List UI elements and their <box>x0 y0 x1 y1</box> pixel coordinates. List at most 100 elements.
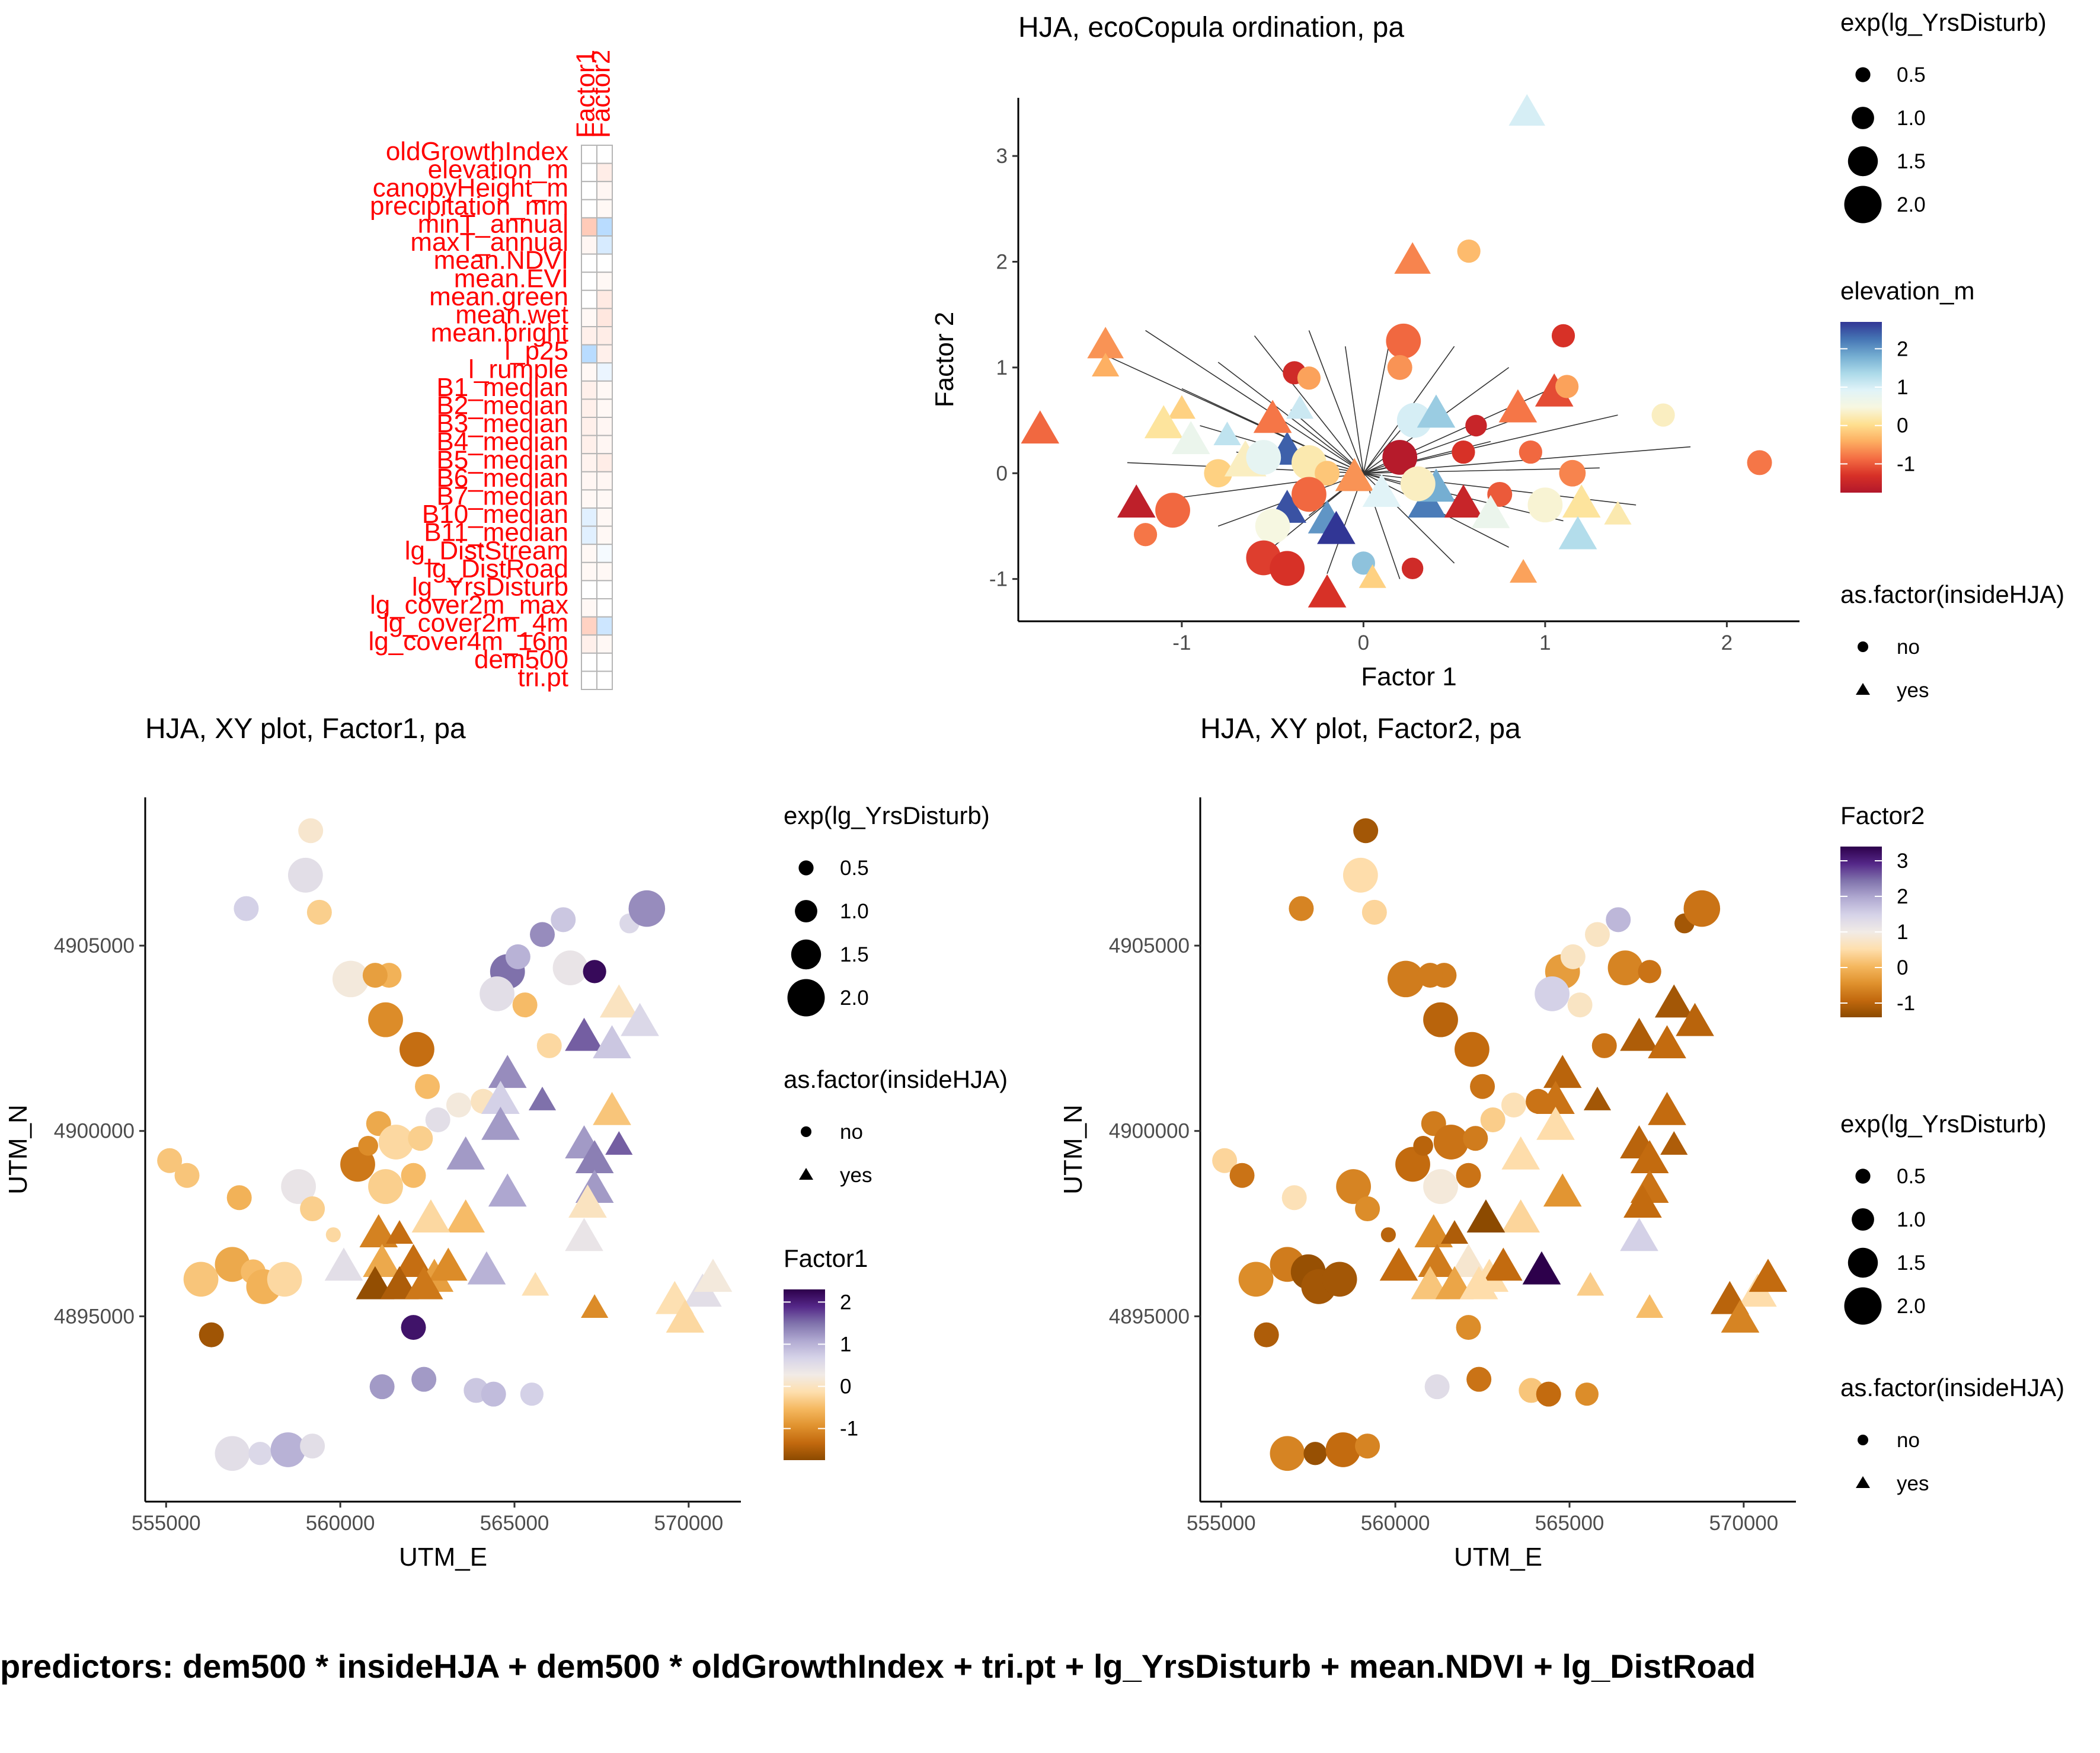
data-point-circle <box>1606 907 1631 933</box>
colorbar-label: 0 <box>840 1375 851 1398</box>
heatmap-cell <box>596 544 613 563</box>
colorbar-label: 0 <box>1897 956 1908 979</box>
size-legend-label: 1.5 <box>1897 1251 1926 1275</box>
shape-legend-label: yes <box>840 1164 872 1187</box>
size-legend-key <box>1855 67 1871 82</box>
heatmap-cell <box>581 580 597 600</box>
heatmap-cell <box>596 598 613 618</box>
colorbar <box>1840 322 1882 493</box>
data-point-circle <box>1380 1227 1396 1243</box>
data-point-triangle <box>1648 1091 1686 1125</box>
data-point-circle <box>415 1074 440 1099</box>
data-point-triangle <box>356 1266 395 1299</box>
data-point-triangle <box>593 1091 631 1125</box>
heatmap-row-label: lg_cover4m_16m <box>369 627 569 656</box>
data-point-circle <box>1238 1262 1274 1297</box>
heatmap-cell <box>581 217 597 237</box>
shape-legend-label: no <box>840 1120 863 1144</box>
heatmap-cell <box>596 217 613 237</box>
biplot-arrow <box>1363 336 1392 474</box>
size-legend-label: 2.0 <box>1897 1295 1926 1318</box>
data-point-circle <box>1417 963 1443 988</box>
data-point-triangle <box>1171 421 1210 454</box>
heatmap-row-label: lg_DistStream <box>405 536 568 565</box>
data-point-triangle <box>446 1136 485 1170</box>
heatmap-cell <box>581 326 597 346</box>
data-point-triangle <box>599 984 638 1018</box>
heatmap-cell <box>596 272 613 291</box>
biplot-arrow <box>1254 335 1364 474</box>
heatmap-cell <box>596 344 613 364</box>
heatmap-cell <box>581 145 597 164</box>
size-legend-key <box>798 860 814 876</box>
data-point-triangle <box>324 1247 363 1281</box>
data-point-triangle <box>359 1214 398 1248</box>
heatmap-cell <box>581 289 597 309</box>
data-point-triangle <box>1144 405 1183 439</box>
data-point-circle <box>1396 403 1432 438</box>
y-axis-title: Factor 2 <box>930 312 959 407</box>
heatmap-cell <box>581 471 597 491</box>
heatmap-row-label: l_rumple <box>468 355 568 384</box>
heatmap-cell <box>596 670 613 691</box>
data-point-circle <box>215 1436 250 1471</box>
data-point-triangle <box>1471 494 1510 528</box>
heatmap-cell <box>596 489 613 509</box>
data-point-circle <box>1133 523 1158 547</box>
heatmap-row-label: B1_median <box>436 373 568 402</box>
data-point-triangle <box>666 1299 705 1333</box>
size-legend-label: 0.5 <box>1897 63 1926 87</box>
biplot-arrow <box>1344 346 1364 474</box>
data-point-triangle <box>1092 353 1120 377</box>
data-point-circle <box>358 1135 378 1156</box>
heatmap-row-label: mean.EVI <box>454 264 568 293</box>
data-point-triangle <box>481 1106 520 1140</box>
size-legend-label: 1.5 <box>840 943 869 966</box>
heatmap-cell <box>596 289 613 309</box>
data-point-triangle <box>1522 1251 1561 1285</box>
y-tick-label: 4895000 <box>1109 1305 1190 1328</box>
data-point-circle <box>183 1262 219 1297</box>
x-tick-label: -1 <box>1172 631 1191 654</box>
data-point-circle <box>1423 1169 1458 1204</box>
data-point-circle <box>1343 857 1378 893</box>
data-point-triangle <box>404 1266 443 1299</box>
x-tick-label: 560000 <box>1361 1512 1430 1535</box>
heatmap-row-label: elevation_m <box>428 155 568 184</box>
data-point-circle <box>1551 324 1575 347</box>
data-point-circle <box>1204 459 1232 488</box>
heatmap-cell <box>596 199 613 219</box>
size-legend-key <box>1852 107 1874 129</box>
data-point-circle <box>340 1147 375 1182</box>
data-point-circle <box>1395 1147 1430 1182</box>
data-point-circle <box>1455 1032 1490 1067</box>
data-point-triangle <box>1535 373 1574 407</box>
heatmap-cell <box>581 453 597 472</box>
data-point-triangle <box>593 1025 631 1059</box>
heatmap-cell <box>581 670 597 691</box>
x-tick-label: 1 <box>1539 631 1551 654</box>
data-point-triangle <box>1654 984 1693 1018</box>
data-point-circle <box>234 896 259 921</box>
data-point-triangle <box>1484 1247 1523 1281</box>
data-point-triangle <box>1418 1244 1456 1278</box>
heatmap-cell <box>581 398 597 419</box>
size-legend-key <box>1855 1168 1871 1184</box>
data-point-circle <box>1355 1196 1380 1222</box>
heatmap-cell <box>596 362 613 382</box>
data-point-triangle <box>467 1251 506 1285</box>
heatmap-cell <box>581 616 597 636</box>
heatmap-cell <box>581 435 597 455</box>
data-point-triangle <box>1676 1002 1714 1036</box>
data-point-circle <box>1401 557 1424 580</box>
heatmap-cell <box>581 253 597 273</box>
colorbar-label: 2 <box>1897 885 1908 908</box>
heatmap-row-label: canopyHeight_m <box>373 173 568 202</box>
heatmap-row-label: dem500 <box>474 645 568 674</box>
data-point-circle <box>1591 1033 1617 1058</box>
x-tick-label: 555000 <box>132 1512 201 1535</box>
y-tick-label: 0 <box>996 462 1008 485</box>
data-point-triangle <box>1087 327 1124 359</box>
size-legend-title: exp(lg_YrsDisturb) <box>1840 1110 2047 1138</box>
data-point-triangle <box>1630 1140 1669 1173</box>
